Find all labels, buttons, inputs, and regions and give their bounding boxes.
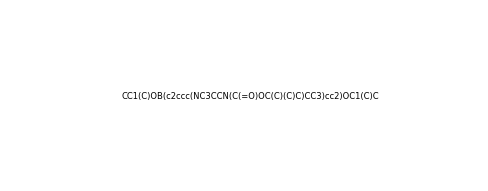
- Text: CC1(C)OB(c2ccc(NC3CCN(C(=O)OC(C)(C)C)CC3)cc2)OC1(C)C: CC1(C)OB(c2ccc(NC3CCN(C(=O)OC(C)(C)C)CC3…: [122, 92, 379, 101]
